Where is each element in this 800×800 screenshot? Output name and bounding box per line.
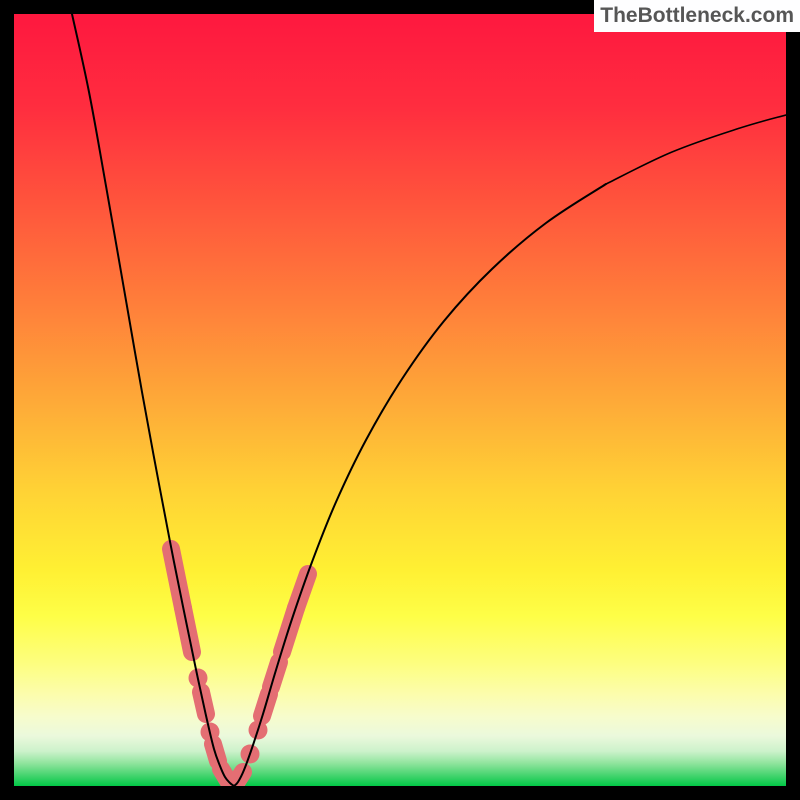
watermark-label: TheBottleneck.com: [594, 0, 800, 32]
plot-area: [14, 14, 786, 786]
frame-border-bottom: [0, 786, 800, 800]
chart-frame: TheBottleneck.com: [0, 0, 800, 800]
curve-right-far: [606, 115, 786, 184]
frame-border-right: [786, 0, 800, 800]
curve-layer: [14, 14, 786, 786]
frame-border-left: [0, 0, 14, 800]
curve-right-near: [234, 184, 606, 786]
curve-left: [72, 14, 234, 786]
watermark-text: TheBottleneck.com: [600, 4, 794, 27]
